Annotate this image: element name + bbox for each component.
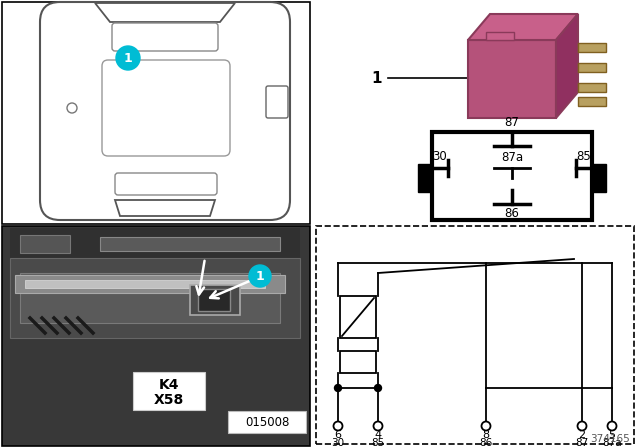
FancyBboxPatch shape (115, 173, 217, 195)
Polygon shape (556, 14, 578, 118)
Text: 85: 85 (371, 438, 385, 448)
Bar (312, 2, 638, 224)
Text: 87a: 87a (501, 151, 523, 164)
Bar (20, 273, 280, 323)
Bar (133, 372, 205, 410)
Circle shape (481, 422, 490, 431)
Circle shape (333, 422, 342, 431)
Bar (2, 2, 310, 224)
Text: 1: 1 (371, 70, 382, 86)
Circle shape (374, 384, 381, 392)
Bar (2, 226, 310, 446)
Text: 1: 1 (255, 270, 264, 283)
Bar (578, 97, 606, 106)
Bar (15, 275, 285, 293)
Bar (340, 296, 376, 338)
Circle shape (249, 265, 271, 287)
Bar (25, 280, 265, 288)
Text: 86: 86 (504, 207, 520, 220)
Bar (228, 411, 306, 433)
Bar (578, 83, 606, 92)
Bar (578, 43, 606, 52)
Bar (468, 40, 556, 118)
Text: 85: 85 (577, 150, 591, 163)
Bar (486, 32, 514, 40)
Bar (578, 63, 606, 72)
Text: 87: 87 (575, 438, 589, 448)
Text: 87: 87 (504, 116, 520, 129)
Bar (592, 164, 606, 192)
Text: 4: 4 (374, 430, 381, 440)
FancyBboxPatch shape (266, 86, 288, 118)
Bar (190, 285, 240, 315)
Text: 1: 1 (124, 52, 132, 65)
Circle shape (607, 422, 616, 431)
Text: 30: 30 (433, 150, 447, 163)
Bar (198, 289, 230, 311)
Bar (316, 226, 634, 444)
Polygon shape (95, 3, 235, 22)
Circle shape (577, 422, 586, 431)
Text: 2: 2 (579, 430, 586, 440)
FancyBboxPatch shape (102, 60, 230, 156)
Polygon shape (115, 200, 215, 216)
Bar (10, 258, 300, 338)
Bar (20, 235, 70, 253)
Text: 30: 30 (332, 438, 344, 448)
Bar (340, 351, 376, 373)
Text: 6: 6 (335, 430, 342, 440)
FancyBboxPatch shape (40, 2, 290, 220)
Circle shape (116, 46, 140, 70)
Text: 374165: 374165 (590, 434, 630, 444)
Text: X58: X58 (154, 393, 184, 407)
Text: 8: 8 (483, 430, 490, 440)
Circle shape (374, 422, 383, 431)
Text: K4: K4 (159, 378, 179, 392)
Circle shape (335, 384, 342, 392)
Bar (100, 237, 280, 251)
Bar (432, 132, 592, 220)
Polygon shape (468, 14, 578, 40)
Bar (10, 228, 300, 258)
Text: 015008: 015008 (245, 415, 289, 428)
Text: 87a: 87a (602, 438, 622, 448)
Bar (418, 164, 432, 192)
FancyBboxPatch shape (112, 23, 218, 51)
Text: 5: 5 (609, 430, 616, 440)
Text: 86: 86 (479, 438, 493, 448)
Circle shape (67, 103, 77, 113)
